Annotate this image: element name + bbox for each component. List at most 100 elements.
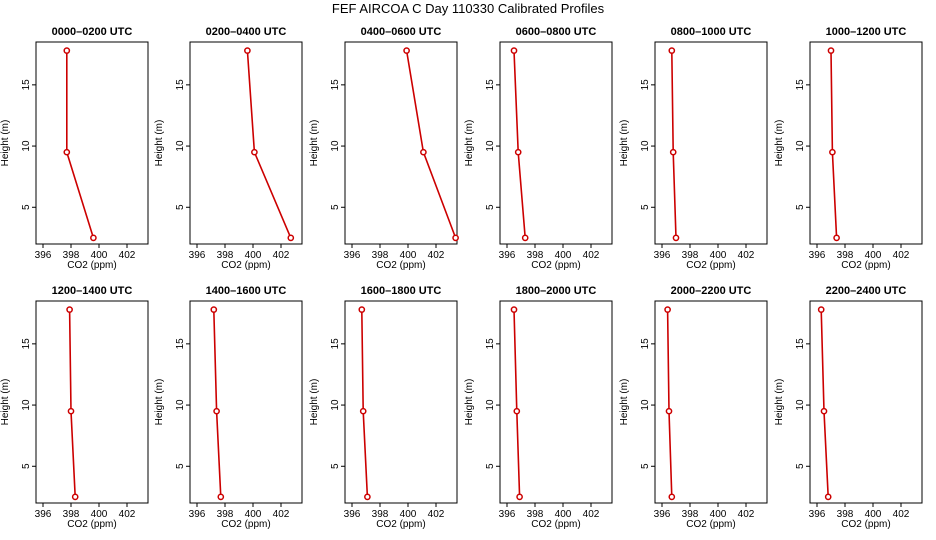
profile-line	[213, 309, 222, 497]
y-tick-label: 5	[640, 204, 651, 210]
profile-panel: 2000–2200 UTC 396 398 400 402 5 10 15 CO2 (ppm) H…	[619, 285, 768, 530]
data-point	[665, 407, 673, 415]
profile-panel: 1000–1200 UTC 396 398 400 402 5 10 15 CO2 (ppm) H…	[774, 26, 923, 271]
panel-title: 1800–2000 UTC	[516, 285, 597, 297]
y-axis-label: Height (m)	[619, 120, 630, 167]
plot-frame	[654, 41, 768, 245]
profile-panel: 0200–0400 UTC 396 398 400 402 5 10 15 CO2 (ppm) H…	[154, 26, 303, 271]
x-tick-label: 398	[837, 250, 854, 261]
x-tick-label: 402	[893, 509, 910, 520]
x-tick-label: 402	[273, 250, 290, 261]
data-point	[66, 306, 73, 313]
profile-line	[666, 309, 673, 497]
y-tick-label: 5	[175, 463, 186, 469]
x-tick-label: 396	[35, 250, 52, 261]
x-axis-label: CO2 (ppm)	[376, 260, 425, 271]
profile-panel: 0800–1000 UTC 396 398 400 402 5 10 15 CO2 (ppm) H…	[619, 26, 768, 271]
data-point	[403, 47, 410, 54]
plot-frame	[189, 300, 303, 504]
data-point	[827, 47, 835, 54]
panel-title: 1200–1400 UTC	[52, 285, 133, 297]
y-tick-label: 5	[795, 463, 806, 469]
panel-title: 0800–1000 UTC	[671, 26, 752, 38]
data-point	[664, 306, 671, 313]
profile-panel: 1200–1400 UTC 396 398 400 402 5 10 15 CO2 (ppm) H…	[0, 285, 149, 530]
data-point	[669, 148, 677, 156]
y-axis-label: Height (m)	[774, 379, 785, 426]
y-tick-label: 10	[21, 140, 32, 152]
x-tick-label: 400	[865, 509, 882, 520]
plot-frame	[809, 300, 923, 504]
plot-frame	[654, 300, 768, 504]
y-tick-label: 15	[485, 79, 496, 91]
y-tick-label: 10	[485, 399, 496, 411]
x-axis-label: CO2 (ppm)	[686, 260, 735, 271]
profile-panel: 1600–1800 UTC 396 398 400 402 5 10 15 CO2 (ppm) H…	[309, 285, 458, 530]
x-tick-label: 398	[837, 509, 854, 520]
x-tick-label: 402	[738, 509, 755, 520]
y-tick-label: 10	[330, 140, 341, 152]
profile-line	[820, 309, 829, 497]
x-tick-label: 396	[499, 509, 516, 520]
plot-frame	[344, 41, 458, 245]
x-tick-label: 402	[428, 250, 445, 261]
plot-frame	[344, 300, 458, 504]
x-tick-label: 402	[893, 250, 910, 261]
x-tick-label: 398	[527, 250, 544, 261]
x-tick-label: 396	[654, 250, 671, 261]
plot-frame	[35, 41, 149, 245]
y-axis-label: Height (m)	[0, 379, 11, 426]
data-point	[668, 47, 676, 54]
data-point	[420, 148, 427, 156]
x-tick-label: 398	[527, 509, 544, 520]
profile-line	[513, 50, 526, 238]
data-point	[829, 148, 836, 156]
y-axis-label: Height (m)	[464, 120, 475, 167]
panel-title: 0400–0600 UTC	[361, 26, 442, 38]
y-tick-label: 10	[21, 399, 32, 411]
y-axis-label: Height (m)	[309, 120, 320, 167]
profile-line	[66, 50, 95, 239]
x-tick-label: 402	[119, 509, 136, 520]
data-point	[668, 493, 676, 501]
data-point	[510, 306, 518, 313]
data-point	[824, 493, 832, 501]
profile-line	[405, 50, 457, 239]
panel-title: 2000–2200 UTC	[671, 285, 752, 297]
figure-title: FEF AIRCOA C Day 110330 Calibrated Profi…	[332, 1, 605, 16]
data-point	[364, 493, 371, 501]
profile-line	[513, 309, 521, 497]
data-point	[833, 234, 840, 242]
data-point	[251, 148, 258, 156]
y-tick-label: 5	[485, 463, 496, 469]
x-axis-label: CO2 (ppm)	[67, 260, 116, 271]
y-axis-label: Height (m)	[154, 120, 165, 167]
x-tick-label: 400	[555, 509, 572, 520]
data-point	[213, 407, 220, 415]
y-tick-label: 5	[21, 204, 32, 210]
x-tick-label: 402	[273, 509, 290, 520]
x-tick-label: 398	[682, 250, 699, 261]
panel-title: 0200–0400 UTC	[206, 26, 287, 38]
y-tick-label: 10	[485, 140, 496, 152]
profile-panel: 0000–0200 UTC 396 398 400 402 5 10 15 CO2 (ppm) H…	[0, 26, 149, 271]
y-tick-label: 10	[175, 140, 186, 152]
x-tick-label: 398	[372, 250, 389, 261]
y-tick-label: 5	[640, 463, 651, 469]
profile-line	[246, 50, 292, 239]
panel-title: 0000–0200 UTC	[52, 26, 133, 38]
x-axis-label: CO2 (ppm)	[221, 519, 270, 530]
x-axis-label: CO2 (ppm)	[841, 519, 890, 530]
data-point	[514, 148, 522, 156]
x-tick-label: 398	[217, 509, 234, 520]
y-axis-label: Height (m)	[464, 379, 475, 426]
data-point	[210, 306, 218, 313]
data-point	[217, 493, 225, 501]
y-tick-label: 5	[330, 463, 341, 469]
y-axis-label: Height (m)	[774, 120, 785, 167]
x-tick-label: 396	[499, 250, 516, 261]
x-tick-label: 398	[63, 509, 80, 520]
plot-frame	[35, 300, 149, 504]
data-point	[513, 407, 521, 415]
